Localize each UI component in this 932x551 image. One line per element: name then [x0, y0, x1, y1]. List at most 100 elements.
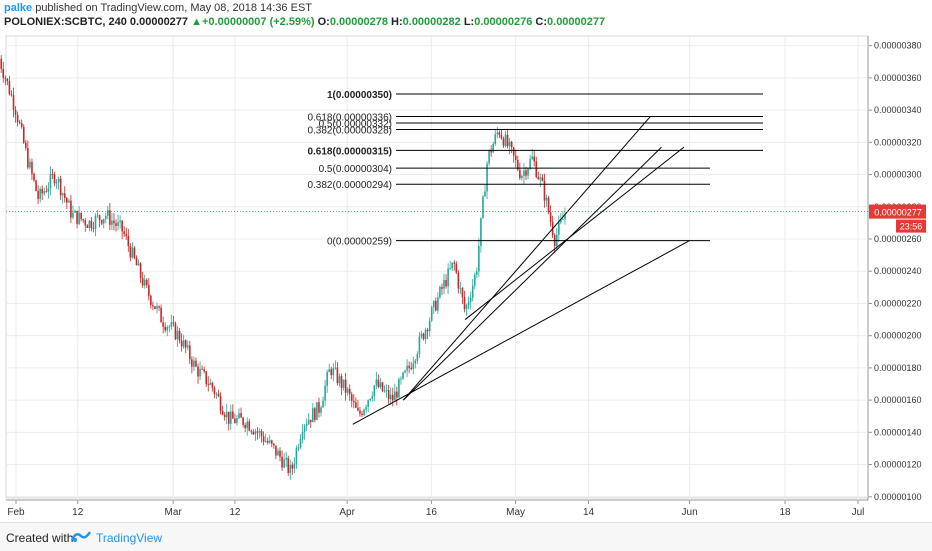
footer: Created with TradingView — [0, 522, 932, 551]
candle-body — [33, 173, 35, 181]
candle-body — [303, 426, 306, 433]
candle-body — [416, 353, 419, 361]
trend-fan-line[interactable] — [402, 116, 651, 401]
candle-body — [246, 421, 249, 429]
candle-body — [55, 182, 58, 184]
candle-body — [443, 280, 445, 289]
candle-body — [225, 411, 228, 418]
candle-body — [539, 177, 542, 180]
candle-body — [203, 369, 205, 372]
candle-body — [510, 141, 513, 148]
candle-body — [70, 200, 72, 218]
candle-body — [455, 263, 458, 273]
candle-body — [318, 402, 320, 413]
candle-body — [266, 440, 269, 443]
candle-body — [4, 77, 7, 79]
candle-body — [72, 212, 74, 218]
candle-body — [113, 220, 115, 224]
candle-body — [279, 450, 281, 457]
candle-body — [131, 247, 134, 258]
up-arrow-icon: ▲ — [191, 16, 202, 28]
candle-body — [201, 368, 203, 370]
candle-body — [176, 330, 179, 340]
candle-body — [387, 390, 390, 400]
candle-body — [150, 295, 152, 306]
candle-body — [535, 161, 538, 178]
candle-body — [357, 407, 359, 411]
candle-body — [312, 408, 314, 423]
candle-body — [121, 220, 123, 232]
price-axis-label: 0.00000120 — [874, 460, 922, 470]
candle-body — [248, 421, 251, 431]
candle-body — [344, 379, 347, 393]
candle-body — [8, 81, 11, 95]
fib-level-label: 0.382(0.00000328) — [307, 125, 392, 136]
fib-level-label: 0.618(0.00000315) — [307, 146, 392, 157]
candle-body — [139, 263, 142, 278]
price-axis-label: 0.00000360 — [874, 73, 922, 83]
candle-body — [404, 370, 406, 373]
candle-body — [152, 305, 154, 307]
candle-body — [414, 360, 417, 364]
candle-body — [424, 329, 427, 340]
candle-body — [558, 222, 560, 235]
candle-body — [476, 271, 478, 275]
candle-body — [299, 438, 302, 448]
candle-body — [164, 326, 167, 331]
candle-body — [182, 340, 185, 347]
candle-body — [498, 132, 501, 135]
candle-body — [478, 245, 480, 272]
candle-body — [37, 190, 39, 199]
candle-body — [57, 178, 60, 183]
candle-body — [422, 333, 425, 340]
trend-fan-line[interactable] — [352, 240, 690, 425]
publisher-username[interactable]: palke — [4, 2, 33, 14]
time-axis-label: 14 — [583, 507, 595, 518]
candle-body — [453, 262, 456, 264]
candle-body — [66, 197, 68, 203]
price-axis-label: 0.00000160 — [874, 395, 922, 405]
candle-body — [127, 235, 130, 247]
candle-body — [180, 340, 183, 347]
candle-body — [49, 174, 52, 189]
countdown-value: 23:56 — [900, 222, 923, 232]
candle-body — [463, 297, 466, 310]
candle-body — [100, 220, 103, 224]
candle-body — [514, 155, 517, 160]
candle-body — [391, 394, 394, 401]
candle-body — [223, 414, 226, 418]
candle-body — [59, 178, 62, 196]
candle-body — [275, 445, 277, 456]
tradingview-brand-link[interactable]: TradingView — [96, 531, 163, 545]
candle-body — [389, 394, 392, 400]
candle-body — [469, 297, 472, 303]
trend-fan-line[interactable] — [464, 146, 685, 320]
candle-body — [291, 464, 294, 469]
fib-level-label: 0(0.00000259) — [327, 237, 392, 248]
candle-body — [16, 114, 19, 123]
candle-body — [353, 400, 355, 403]
candle-body — [109, 210, 111, 225]
tradingview-logo-icon[interactable] — [70, 529, 92, 546]
candle-body — [236, 418, 238, 424]
candle-body — [461, 288, 464, 298]
candle-body — [20, 123, 23, 127]
candle-body — [174, 323, 177, 340]
candle-body — [47, 188, 50, 192]
change-value: +0.00000007 (+2.59%) — [202, 16, 315, 28]
candle-body — [68, 200, 70, 203]
candle-body — [488, 150, 490, 164]
time-axis-label: 12 — [229, 507, 241, 518]
candle-body — [564, 215, 566, 220]
candle-body — [355, 402, 357, 408]
price-axis-label: 0.00000260 — [874, 234, 922, 244]
candle-body — [168, 326, 171, 328]
candle-body — [500, 134, 503, 139]
candle-body — [271, 440, 273, 444]
candle-body — [184, 340, 187, 348]
candle-body — [285, 458, 287, 460]
trend-fan-line[interactable] — [402, 146, 662, 401]
candle-body — [287, 458, 290, 473]
candle-body — [361, 413, 363, 415]
